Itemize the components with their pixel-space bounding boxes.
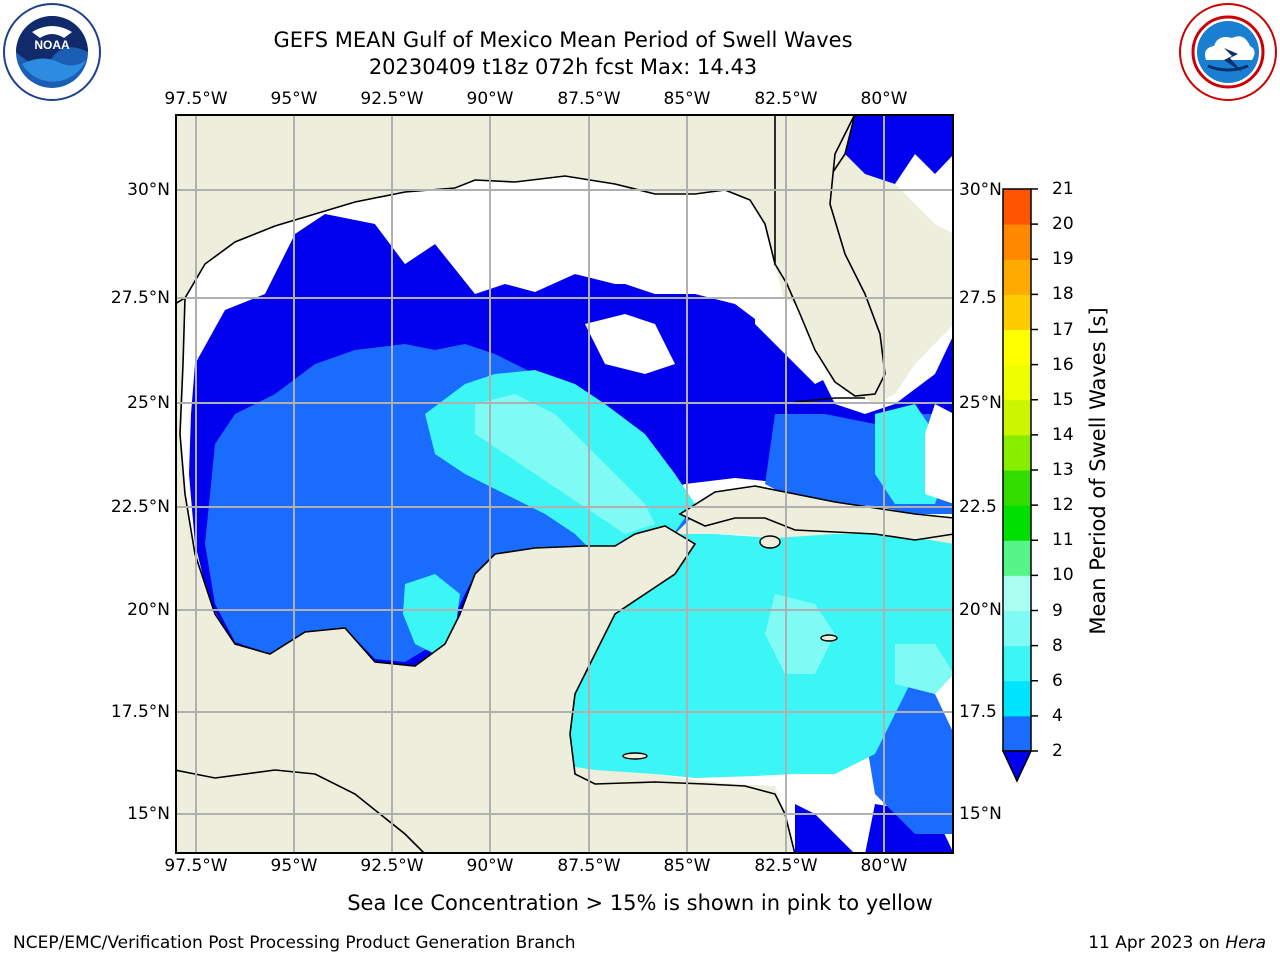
colorbar-tick-label: 6 (1052, 670, 1063, 691)
colorbar-tick-label: 11 (1052, 530, 1074, 551)
date-text: 11 Apr 2023 on (1088, 933, 1226, 953)
map-title: GEFS MEAN Gulf of Mexico Mean Period of … (273, 28, 853, 52)
colorbar-tick-label: 10 (1052, 565, 1074, 586)
colorbar-tick-label: 16 (1052, 354, 1074, 375)
colorbar-tick-label: 18 (1052, 284, 1074, 305)
colorbar-tick-label: 12 (1052, 495, 1074, 516)
colorbar-tick-label: 20 (1052, 214, 1074, 235)
colorbar-segment (1003, 399, 1031, 436)
colorbar-segment (1003, 680, 1031, 717)
lat-label-right: 20°N (959, 600, 1002, 620)
colorbar-extend-triangle (1001, 750, 1033, 783)
gridlines (175, 114, 954, 854)
lat-label-left: 30°N (127, 180, 170, 200)
colorbar-tick-label: 21 (1052, 179, 1074, 199)
lon-label-bottom: 85°W (663, 856, 711, 876)
no-data-patches (375, 176, 954, 504)
lon-label-top: 82.5°W (754, 89, 818, 109)
map-subtitle: 20230409 t18z 072h fcst Max: 14.43 (368, 55, 758, 79)
colorbar-segment (1003, 224, 1031, 260)
colorbar-segment (1003, 715, 1031, 752)
machine-name: Hera (1225, 933, 1266, 953)
pacific-coast (175, 769, 426, 854)
swell-8-9s-region (475, 394, 954, 694)
colorbar-segment (1003, 189, 1031, 225)
lon-label-top: 90°W (466, 89, 514, 109)
colorbar-tick-label: 13 (1052, 460, 1074, 480)
map-frame (175, 114, 954, 854)
colorbar-segment (1003, 259, 1031, 295)
lon-label-top: 92.5°W (360, 89, 424, 109)
svg-text:NOAA: NOAA (34, 38, 70, 52)
colorbar-tick-label: 4 (1052, 705, 1063, 726)
noaa-logo: NOAA (3, 3, 101, 101)
colorbar-segment (1003, 364, 1031, 401)
lat-label-left: 27.5°N (110, 288, 170, 308)
lat-label-left: 17.5°N (110, 702, 170, 722)
colorbar-segment (1003, 645, 1031, 682)
map-plot (175, 114, 954, 854)
colorbar-title: Mean Period of Swell Waves [s] (1086, 307, 1110, 635)
colorbar-segment (1003, 505, 1031, 541)
lon-label-bottom: 87.5°W (557, 856, 621, 876)
land-masses (175, 114, 954, 854)
lat-label-right: 17.5 (959, 702, 997, 722)
lon-label-top: 97.5°W (164, 89, 228, 109)
colorbar-segment (1003, 294, 1031, 330)
colorbar-tick-label: 2 (1052, 741, 1063, 761)
colorbar-segment (1003, 575, 1031, 611)
colorbar-tick-label: 9 (1052, 600, 1063, 621)
lat-label-right: 22.5 (959, 497, 997, 517)
colorbar-segment (1003, 610, 1031, 647)
colorbar-segment (1003, 540, 1031, 576)
lat-label-left: 15°N (127, 804, 170, 824)
small-islands (622, 535, 838, 760)
lon-label-bottom: 90°W (466, 856, 514, 876)
colorbar-tick-label: 8 (1052, 635, 1063, 656)
lon-label-bottom: 97.5°W (164, 856, 228, 876)
nws-logo (1179, 3, 1277, 101)
lat-label-right: 15°N (959, 804, 1002, 824)
colorbar-tick-label: 19 (1052, 249, 1074, 270)
date-line: 11 Apr 2023 on Hera (1088, 933, 1266, 953)
colorbar-segment (1003, 434, 1031, 471)
lat-label-right: 30°N (959, 180, 1002, 200)
lon-label-bottom: 92.5°W (360, 856, 424, 876)
colorbar-tick-label: 14 (1052, 424, 1074, 445)
lon-label-top: 87.5°W (557, 89, 621, 109)
colorbar-tick-label: 17 (1052, 319, 1074, 340)
lon-label-top: 80°W (860, 89, 908, 109)
lat-label-right: 25°N (959, 393, 1002, 413)
lat-label-left: 25°N (127, 393, 170, 413)
colorbar (1001, 188, 1038, 783)
lon-label-bottom: 80°W (860, 856, 908, 876)
colorbar-segment (1003, 470, 1031, 506)
lon-label-top: 95°W (270, 89, 318, 109)
lat-label-left: 20°N (127, 600, 170, 620)
colorbar-tick-label: 15 (1052, 389, 1074, 410)
credit-line: NCEP/EMC/Verification Post Processing Pr… (13, 933, 576, 953)
sea-ice-note: Sea Ice Concentration > 15% is shown in … (347, 891, 933, 915)
lon-label-top: 85°W (663, 89, 711, 109)
lon-label-bottom: 95°W (270, 856, 318, 876)
lat-label-right: 27.5 (959, 288, 997, 308)
colorbar-segment (1003, 329, 1031, 366)
lat-label-left: 22.5°N (110, 497, 170, 517)
lon-label-bottom: 82.5°W (754, 856, 818, 876)
